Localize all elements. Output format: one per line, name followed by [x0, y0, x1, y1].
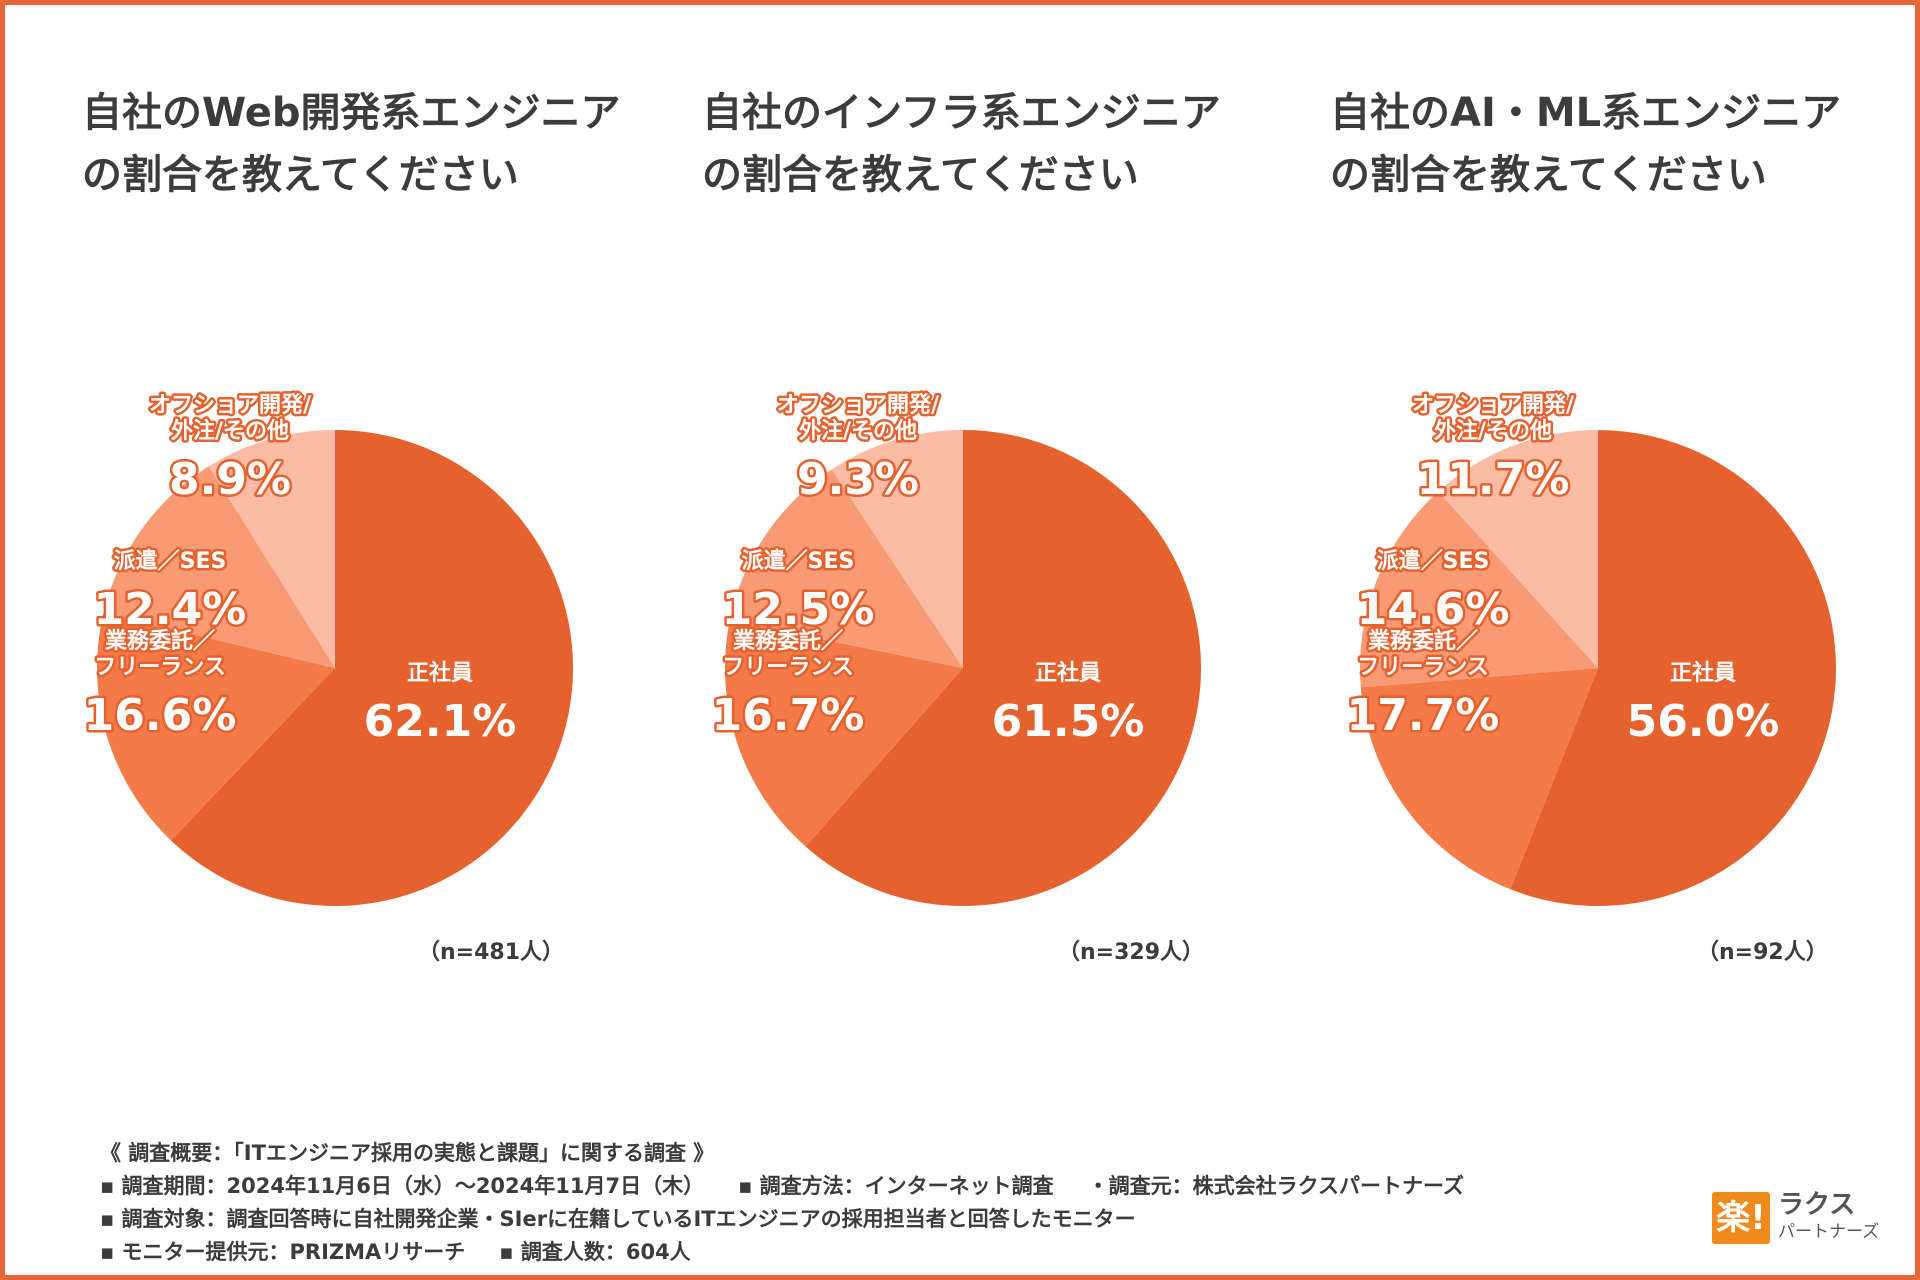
survey-overview: 《 調査概要：「ITエンジニア採用の実態と課題」に関する調査 》 ▪ 調査期間：…	[100, 1137, 1464, 1269]
pie-aiml-category-dispatch-0: 派遣／SES	[1377, 549, 1490, 574]
pie-infra-category-offshore-1: 外注/その他	[799, 418, 917, 444]
survey-provider: ▪ モニター提供元：PRIZMAリサーチ	[100, 1240, 466, 1264]
pie-infra-label-offshore: オフショア開発/外注/その他 9.3%	[774, 391, 942, 508]
pie-infra-label-main: 正社員 61.5%	[992, 660, 1145, 747]
survey-heading: 《 調査概要：「ITエンジニア採用の実態と課題」に関する調査 》	[100, 1141, 715, 1165]
survey-period: ▪ 調査期間：2024年11月6日（水）～2024年11月7日（木）	[100, 1174, 705, 1198]
pie-web-label-dispatch: 派遣／SES 12.4%	[91, 547, 249, 638]
pie-web-slice-offshore	[208, 430, 335, 668]
chart-title-web: 自社のWeb開発系エンジニア の割合を教えてください	[82, 82, 620, 206]
pie-aiml-category-main-0: 正社員	[1670, 660, 1736, 686]
pie-aiml-value-main: 56.0%	[1627, 696, 1780, 747]
pie-infra-slice-dispatch	[729, 469, 963, 668]
pie-infra-category-main-0: 正社員	[1035, 660, 1101, 686]
pie-web-category-offshore-0: オフショア開発/	[149, 393, 312, 418]
chart-title-aiml: 自社のAI・ML系エンジニア の割合を教えてください	[1330, 82, 1841, 206]
survey-row-period: ▪ 調査期間：2024年11月6日（水）～2024年11月7日（木） ▪ 調査方法…	[100, 1170, 1464, 1203]
survey-respondents: ▪ 調査人数：604人	[499, 1240, 691, 1264]
pie-infra-label-contract: 業務委託／フリーランス 16.7%	[709, 626, 867, 744]
company-logo: 楽! ラクス パートナーズ	[1712, 1190, 1902, 1246]
pie-aiml-slice-main	[1510, 430, 1836, 906]
sample-size-web: （n=481人）	[418, 940, 565, 965]
pie-aiml-label-main: 正社員 56.0%	[1627, 660, 1780, 747]
chart-title-aiml-line1: 自社のAI・ML系エンジニア	[1330, 90, 1842, 136]
chart-title-aiml-line2: の割合を教えてください	[1330, 152, 1767, 198]
chart-title-infra-line2: の割合を教えてください	[702, 152, 1139, 198]
pie-web-value-dispatch: 12.4%	[94, 584, 247, 635]
pie-infra-value-main: 61.5%	[992, 696, 1145, 747]
pie-aiml-category-offshore-0: オフショア開発/	[1412, 393, 1575, 418]
pie-web-slice-contract	[96, 613, 335, 841]
pie-aiml-value-dispatch: 14.6%	[1357, 584, 1510, 635]
pie-infra-value-contract: 16.7%	[712, 690, 865, 741]
sample-size-infra: （n=329人）	[1058, 940, 1205, 965]
pie-aiml-label-dispatch: 派遣／SES 14.6%	[1354, 547, 1512, 638]
logo-mark: 楽!	[1712, 1192, 1770, 1244]
logo-sub: パートナーズ	[1778, 1222, 1880, 1242]
pie-aiml-slice-contract	[1360, 668, 1598, 890]
pie-web-label-contract: 業務委託／フリーランス 16.6%	[81, 626, 239, 744]
pie-infra-category-dispatch-0: 派遣／SES	[742, 549, 855, 574]
pie-web-label-offshore: オフショア開発/外注/その他 8.9%	[146, 391, 314, 508]
sample-size-aiml: （n=92人）	[1697, 940, 1828, 965]
pie-aiml-label-contract: 業務委託／フリーランス 17.7%	[1344, 626, 1502, 744]
pie-infra-slice-offshore	[831, 430, 963, 668]
pie-aiml-slice-offshore	[1438, 430, 1598, 668]
pie-infra-value-dispatch: 12.5%	[722, 584, 875, 635]
pie-web-category-contract-1: フリーランス	[94, 655, 226, 680]
pie-web-category-dispatch-0: 派遣／SES	[114, 549, 227, 574]
pie-web-category-offshore-1: 外注/その他	[171, 418, 289, 444]
pie-web-value-contract: 16.6%	[84, 690, 237, 741]
pie-web-category-contract-0: 業務委託／	[105, 628, 215, 654]
pie-infra-value-offshore: 9.3%	[797, 454, 919, 505]
pie-web-value-main: 62.1%	[364, 696, 517, 747]
pie-web-slice-dispatch	[103, 466, 336, 668]
pie-infra-category-contract-1: フリーランス	[722, 655, 854, 680]
logo-name: ラクス	[1778, 1190, 1856, 1220]
pie-web-category-main-0: 正社員	[407, 660, 473, 686]
survey-organizer: ・調査元：株式会社ラクスパートナーズ	[1087, 1174, 1464, 1198]
pie-aiml-value-contract: 17.7%	[1347, 690, 1500, 741]
pie-web-value-offshore: 8.9%	[169, 454, 291, 505]
pie-infra-category-contract-0: 業務委託／	[733, 628, 843, 654]
pie-aiml-value-offshore: 11.7%	[1417, 454, 1570, 505]
survey-method: ▪ 調査方法：インターネット調査	[738, 1174, 1054, 1198]
chart-title-web-line2: の割合を教えてください	[82, 152, 519, 198]
pie-infra-slice-contract	[724, 620, 963, 847]
pie-web-slice-main	[170, 430, 573, 906]
pie-aiml-slice-dispatch	[1359, 491, 1598, 688]
pie-web-label-main: 正社員 62.1%	[364, 660, 517, 747]
chart-title-infra: 自社のインフラ系エンジニア の割合を教えてください	[702, 82, 1221, 206]
pie-aiml-category-contract-1: フリーランス	[1357, 655, 1489, 680]
pie-infra-category-offshore-0: オフショア開発/	[777, 393, 940, 418]
pie-aiml-label-offshore: オフショア開発/外注/その他 11.7%	[1409, 391, 1577, 508]
chart-title-web-line1: 自社のWeb開発系エンジニア	[82, 90, 621, 136]
pie-aiml-category-contract-0: 業務委託／	[1368, 628, 1478, 654]
survey-target: ▪ 調査対象：調査回答時に自社開発企業・SIerに在籍しているITエンジニアの採…	[100, 1207, 1136, 1231]
survey-row-provider: ▪ モニター提供元：PRIZMAリサーチ ▪ 調査人数：604人	[100, 1236, 1464, 1269]
pie-infra-slice-main	[805, 430, 1201, 906]
pie-infra-label-dispatch: 派遣／SES 12.5%	[719, 547, 877, 638]
pie-aiml-category-offshore-1: 外注/その他	[1434, 418, 1552, 444]
chart-title-infra-line1: 自社のインフラ系エンジニア	[702, 90, 1221, 136]
